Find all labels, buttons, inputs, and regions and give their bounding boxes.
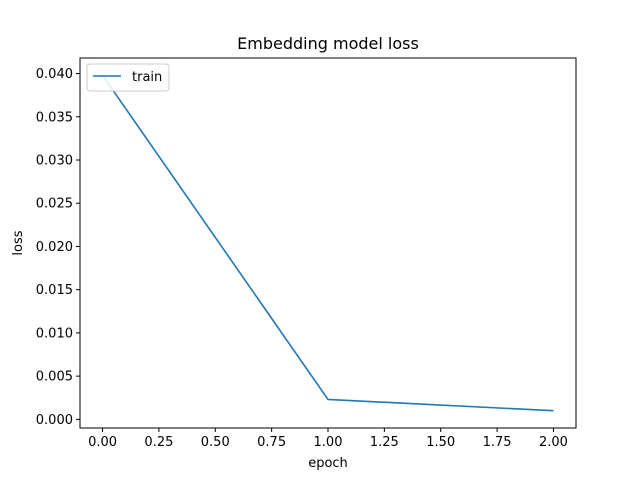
x-axis: 0.00 0.25 0.50 0.75 1.00 1.25 1.50 1.75 2.00 (88, 428, 568, 450)
y-tick-label: 0.015 (36, 283, 73, 298)
x-tick-label: 0.25 (144, 435, 173, 450)
x-tick-label: 0.75 (257, 435, 286, 450)
plot-background (80, 58, 576, 428)
x-tick-label: 1.50 (426, 435, 455, 450)
legend: train (86, 63, 170, 92)
y-tick-label: 0.000 (36, 413, 73, 428)
chart-title: Embedding model loss (237, 34, 419, 53)
series-line-train (101, 74, 554, 412)
y-axis: 0.000 0.005 0.010 0.015 0.020 0.025 0.030 0.035… (36, 67, 80, 428)
y-axis-label: loss (11, 230, 26, 255)
series-layer (101, 74, 554, 412)
y-tick-label: 0.010 (36, 326, 73, 341)
y-tick-label: 0.035 (36, 110, 73, 125)
x-tick-label: 1.75 (483, 435, 512, 450)
x-tick-label: 1.00 (314, 435, 343, 450)
x-tick-label: 0.00 (88, 435, 117, 450)
x-tick-label: 1.25 (370, 435, 399, 450)
y-tick-label: 0.005 (36, 370, 73, 385)
legend-box (86, 63, 170, 92)
y-tick-label: 0.020 (36, 240, 73, 255)
legend-train-label: train (132, 70, 162, 85)
x-axis-label: epoch (308, 456, 348, 471)
y-tick-label: 0.025 (36, 197, 73, 212)
y-tick-label: 0.030 (36, 154, 73, 169)
x-tick-label: 2.00 (539, 435, 568, 450)
y-tick-label: 0.040 (36, 67, 73, 82)
x-tick-label: 0.50 (201, 435, 230, 450)
